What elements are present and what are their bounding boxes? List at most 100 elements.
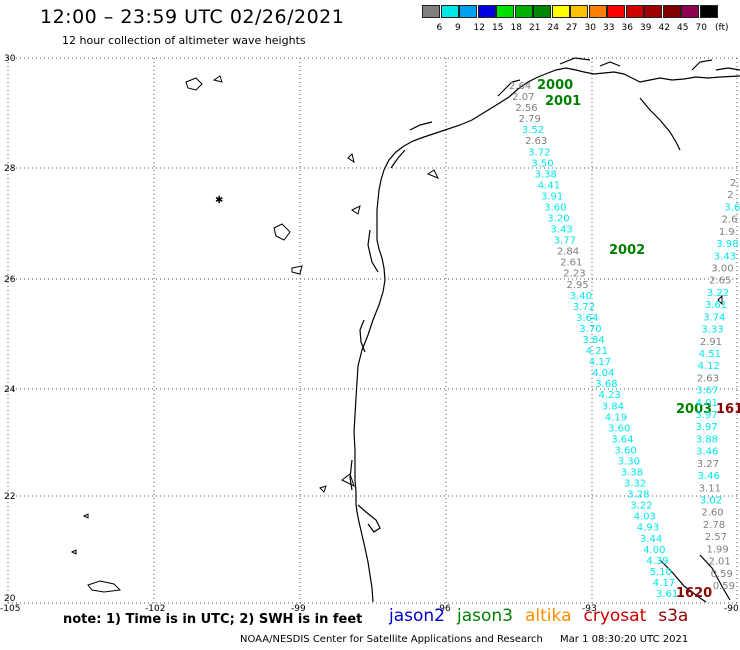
swh-value: 3.11	[699, 483, 721, 494]
swh-value: 3.64	[576, 313, 598, 324]
scale-swatch	[699, 5, 718, 18]
swh-value: 3.88	[696, 435, 718, 446]
swh-value: 4.51	[699, 349, 721, 360]
lon-label: -102	[145, 604, 165, 614]
scale-swatch	[496, 5, 514, 18]
scale-label: 42	[658, 23, 670, 33]
scale-swatch	[644, 5, 662, 18]
swh-value: 2.6	[722, 215, 738, 226]
swh-value: 3.61	[705, 300, 727, 311]
scale-label: 45	[677, 23, 689, 33]
footer-note: note: 1) Time is in UTC; 2) SWH is in fe…	[63, 612, 363, 627]
scale-label: 33	[603, 23, 615, 33]
swh-value: 5.10	[650, 567, 672, 578]
scale-label: 30	[584, 23, 596, 33]
swh-value: 3.46	[696, 447, 718, 458]
swh-value: 3.22	[630, 501, 652, 512]
scale-label: 6	[436, 23, 443, 33]
swh-value: 3.38	[535, 169, 557, 180]
scale-swatch	[533, 5, 551, 18]
swh-value: 3.43	[714, 251, 736, 262]
swh-value: 4.04	[592, 368, 614, 379]
swh-value: 3.84	[583, 335, 605, 346]
swh-value: 2.65	[709, 276, 731, 287]
swh-value: 2.84	[557, 247, 579, 258]
map-grid	[7, 57, 740, 604]
swh-value: 3.60	[544, 203, 566, 214]
scale-label: 39	[640, 23, 652, 33]
scale-label: 70	[695, 23, 707, 33]
coastline	[349, 57, 740, 603]
scale-swatch	[459, 5, 477, 18]
scale-swatch	[422, 5, 440, 18]
swh-value: 4.93	[637, 523, 659, 534]
scale-label: 15	[492, 23, 504, 33]
scale-label: 21	[529, 23, 541, 33]
swh-value: 3.97	[695, 410, 717, 421]
swh-value: 2.79	[519, 114, 541, 125]
pass-label: 2003	[676, 402, 712, 417]
scale-swatch	[681, 5, 699, 18]
swh-value: 3.91	[541, 191, 563, 202]
pass-label: 2000	[537, 78, 573, 93]
swh-value: 3.52	[522, 125, 544, 136]
swh-value: 3.43	[551, 225, 573, 236]
swh-value: 4.01	[696, 398, 718, 409]
scale-label: 9	[455, 23, 461, 33]
swh-value: 4.23	[599, 390, 621, 401]
swh-value: 2.61	[560, 258, 582, 269]
swh-value: 2.91	[700, 337, 722, 348]
lon-label: -90	[724, 604, 739, 614]
swh-value: 3.74	[703, 312, 725, 323]
swh-value: 2.64	[509, 81, 531, 92]
scale-label: 18	[510, 23, 522, 33]
swh-value: 2.78	[703, 520, 725, 531]
swh-value: 3.98	[716, 239, 738, 250]
scale-label: 12	[473, 23, 485, 33]
scale-swatch	[570, 5, 588, 18]
legend-cryosat: cryosat	[583, 606, 647, 626]
credit-time: Mar 1 08:30:20 UTC 2021	[560, 634, 689, 645]
swh-value: 4.19	[605, 412, 627, 423]
swh-value: 4.17	[653, 578, 675, 589]
lon-label: -105	[0, 604, 20, 614]
swh-value: 3.60	[615, 445, 637, 456]
map-title: 12:00 – 23:59 UTC 02/26/2021	[40, 6, 345, 28]
map-subtitle: 12 hour collection of altimeter wave hei…	[62, 34, 306, 47]
satellite-legend: jason2 jason3 altika cryosat s3a	[389, 606, 700, 626]
lon-label: -96	[436, 604, 451, 614]
swh-value: 3.72	[528, 147, 550, 158]
legend-jason2: jason2	[389, 606, 445, 626]
swh-value: 2.95	[567, 280, 589, 291]
pass-label: 161	[716, 402, 740, 417]
swh-value: 2	[727, 190, 733, 201]
swh-value: 2.63	[697, 373, 719, 384]
swh-value: 2.07	[512, 92, 534, 103]
pass-label: 1620	[676, 586, 712, 601]
swh-value: 3.77	[554, 236, 576, 247]
lat-label: 20	[4, 594, 16, 604]
lon-label: -93	[582, 604, 597, 614]
swh-value: 3.00	[711, 264, 733, 275]
pass-label: 2002	[609, 243, 645, 258]
swh-value: 2.60	[701, 508, 723, 519]
swh-value: 4.00	[643, 545, 665, 556]
pass-label: 2001	[545, 94, 581, 109]
lat-label: 30	[4, 54, 16, 64]
lat-label: 26	[4, 275, 16, 285]
scale-label: 27	[566, 23, 578, 33]
lon-label: -99	[291, 604, 306, 614]
swh-value: 3.27	[697, 459, 719, 470]
legend-altika: altika	[525, 606, 572, 626]
swh-value: 4.39	[646, 556, 668, 567]
swh-value: 3.28	[627, 490, 649, 501]
swh-value: 3.70	[579, 324, 601, 335]
swh-value: 4.12	[698, 361, 720, 372]
swh-value: 1.99	[707, 544, 729, 555]
swh-value: 3.30	[618, 457, 640, 468]
swh-value: 3.40	[570, 291, 592, 302]
swh-value: 3.20	[547, 214, 569, 225]
islands	[70, 75, 723, 593]
legend-s3a: s3a	[658, 606, 689, 626]
